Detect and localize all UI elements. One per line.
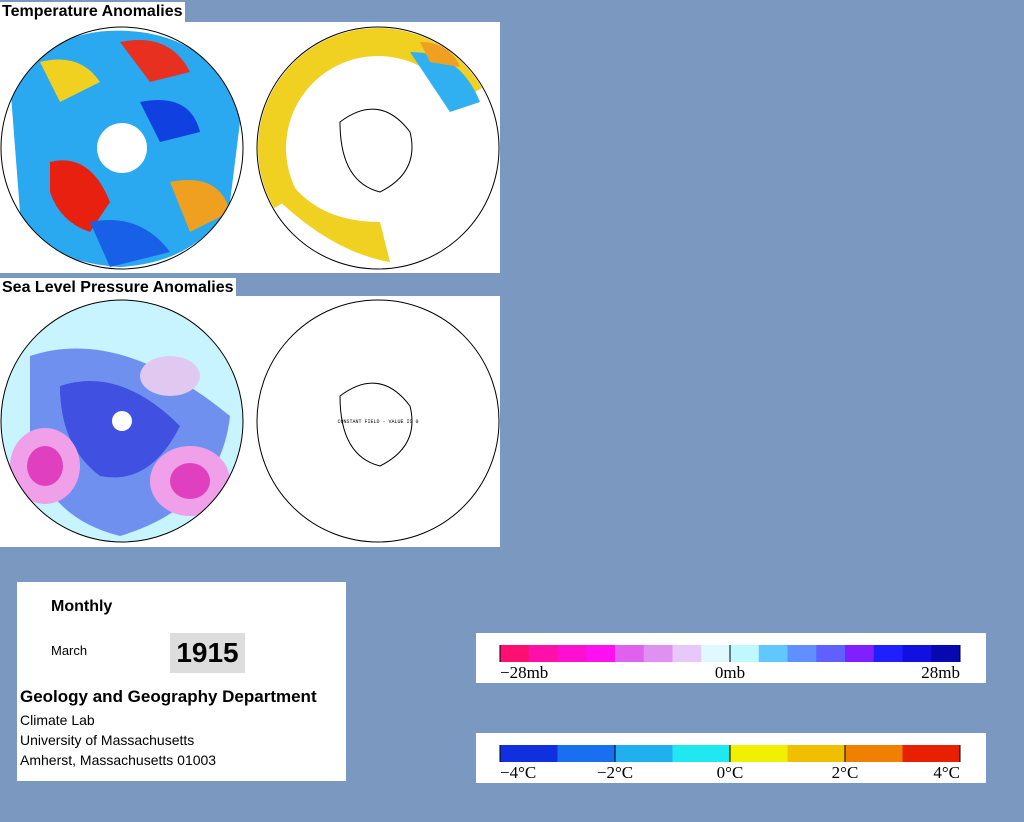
color-swatch <box>557 745 616 762</box>
color-swatch <box>787 645 817 662</box>
color-swatch <box>787 745 846 762</box>
color-swatch <box>586 645 616 662</box>
year: 1915 <box>170 633 245 673</box>
pressure-colorbar: −28mb 0mb 28mb <box>499 645 961 682</box>
pressure-maps: CONSTANT FIELD - VALUE IS 0 <box>0 296 500 547</box>
scale-label: 4°C <box>933 763 960 782</box>
color-swatch <box>931 645 961 662</box>
pressure-title: Sea Level Pressure Anomalies <box>0 278 236 298</box>
north-hemisphere-pressure <box>1 300 243 542</box>
constant-field-note: CONSTANT FIELD - VALUE IS 0 <box>337 419 418 425</box>
color-swatch <box>845 645 875 662</box>
color-swatch <box>902 645 932 662</box>
color-swatch <box>500 745 558 762</box>
scale-label: −28mb <box>500 663 548 682</box>
university: University of Massachusetts <box>20 732 195 748</box>
color-swatch <box>873 645 903 662</box>
color-swatch <box>816 645 846 662</box>
temperature-legend: −4°C −2°C 0°C 2°C 4°C <box>476 733 986 783</box>
temperature-title: Temperature Anomalies <box>0 2 185 22</box>
color-swatch <box>902 745 961 762</box>
color-swatch <box>500 645 530 662</box>
period: Monthly <box>51 598 113 615</box>
scale-label: 0°C <box>717 763 744 782</box>
temperature-colorbar: −4°C −2°C 0°C 2°C 4°C <box>499 745 961 782</box>
color-swatch <box>672 745 731 762</box>
department: Geology and Geography Department <box>20 687 317 706</box>
lab: Climate Lab <box>20 712 95 728</box>
month: March <box>51 643 88 658</box>
scale-label: −4°C <box>500 763 536 782</box>
color-swatch <box>758 645 788 662</box>
color-swatch <box>845 745 903 762</box>
scale-label: 2°C <box>832 763 859 782</box>
address: Amherst, Massachusetts 01003 <box>20 752 217 768</box>
info-box: Monthly March 1915 Geology and Geography… <box>17 582 346 781</box>
color-swatch <box>701 645 731 662</box>
scale-label: 0mb <box>715 663 745 682</box>
color-swatch <box>528 645 558 662</box>
color-swatch <box>615 645 645 662</box>
scale-label: 28mb <box>921 663 960 682</box>
color-swatch <box>557 645 587 662</box>
color-swatch <box>643 645 673 662</box>
color-swatch <box>730 745 788 762</box>
color-swatch <box>730 645 760 662</box>
color-swatch <box>615 745 673 762</box>
color-swatch <box>672 645 702 662</box>
south-hemisphere-temp <box>257 27 499 269</box>
scale-label: −2°C <box>597 763 633 782</box>
pressure-legend: −28mb 0mb 28mb <box>476 633 986 683</box>
north-hemisphere-temp <box>1 27 243 269</box>
temperature-maps <box>0 22 500 273</box>
